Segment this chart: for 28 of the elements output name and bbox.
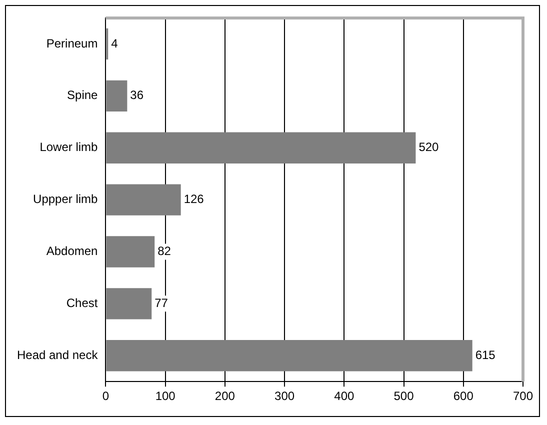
data-label: 4 xyxy=(111,36,118,50)
bar xyxy=(106,288,152,320)
x-tick-label: 600 xyxy=(453,389,474,404)
y-tick-label: Abdomen xyxy=(46,244,98,258)
bar xyxy=(106,132,416,164)
bar xyxy=(106,80,128,112)
data-label: 82 xyxy=(158,244,172,258)
y-tick-label: Spine xyxy=(67,88,98,102)
y-tick-label: Uppper limb xyxy=(33,192,98,206)
data-label: 520 xyxy=(418,140,440,154)
y-tick-label: Head and neck xyxy=(16,348,99,362)
x-tick-label: 700 xyxy=(512,389,534,404)
x-tick-label: 200 xyxy=(214,389,236,404)
y-tick-label: Lower limb xyxy=(40,140,98,154)
bar xyxy=(106,184,181,216)
data-label: 615 xyxy=(475,348,496,362)
x-tick-label: 400 xyxy=(334,389,354,404)
data-label: 77 xyxy=(154,296,168,310)
x-tick-label: 0 xyxy=(102,389,110,404)
bar xyxy=(106,340,472,372)
bar xyxy=(106,236,155,268)
y-tick-label: Perineum xyxy=(46,36,98,50)
data-label: 36 xyxy=(130,88,144,102)
data-label: 126 xyxy=(184,192,204,206)
x-tick-label: 300 xyxy=(274,389,295,404)
y-tick-label: Chest xyxy=(66,296,98,310)
x-tick-label: 500 xyxy=(394,389,414,404)
x-tick-label: 100 xyxy=(155,389,176,404)
